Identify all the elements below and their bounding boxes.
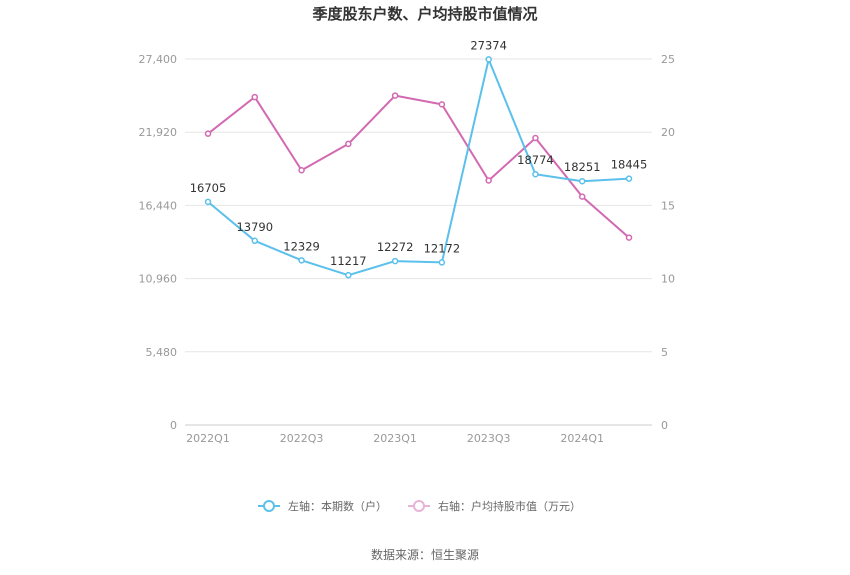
legend-item-shareholders[interactable]: 左轴：本期数（户） xyxy=(258,499,387,513)
x-tick-label: 2023Q3 xyxy=(467,432,511,445)
left-axis: 0 5,480 10,960 16,440 21,920 27,400 xyxy=(139,53,178,432)
legend-label: 左轴：本期数（户） xyxy=(288,499,387,513)
x-tick-label: 2022Q3 xyxy=(280,432,324,445)
right-tick-label: 15 xyxy=(661,199,675,212)
data-point[interactable] xyxy=(298,167,305,174)
data-point[interactable] xyxy=(204,130,212,137)
data-point[interactable] xyxy=(204,198,212,206)
series-group xyxy=(204,56,633,279)
data-point[interactable] xyxy=(251,237,259,245)
data-point[interactable] xyxy=(625,234,633,241)
legend[interactable]: 左轴：本期数（户） 右轴：户均持股市值（万元） xyxy=(258,499,581,513)
data-point[interactable] xyxy=(345,271,352,279)
data-label: 12272 xyxy=(377,240,414,254)
data-point[interactable] xyxy=(625,175,633,182)
x-tick-label: 2024Q1 xyxy=(560,432,604,445)
data-label: 27374 xyxy=(470,38,507,52)
data-label: 12329 xyxy=(283,239,320,253)
left-tick-label: 10,960 xyxy=(139,273,178,286)
data-point[interactable] xyxy=(578,193,586,200)
right-tick-label: 25 xyxy=(661,53,675,66)
data-point[interactable] xyxy=(391,257,399,265)
data-point[interactable] xyxy=(298,257,305,264)
data-point[interactable] xyxy=(438,101,446,108)
data-label: 18251 xyxy=(564,160,601,174)
legend-marker-icon xyxy=(413,500,425,512)
left-tick-label: 0 xyxy=(170,419,177,432)
data-labels: 16705 13790 12329 11217 12272 12172 27374 18774… xyxy=(190,38,648,268)
data-point[interactable] xyxy=(485,56,492,63)
data-label: 18774 xyxy=(517,153,554,167)
data-label: 16705 xyxy=(190,181,227,195)
x-tick-label: 2023Q1 xyxy=(373,432,417,445)
data-point[interactable] xyxy=(532,170,539,178)
grid-lines xyxy=(185,58,652,426)
legend-marker-icon xyxy=(263,500,275,512)
data-point[interactable] xyxy=(485,177,492,184)
left-tick-label: 27,400 xyxy=(139,53,178,66)
data-point[interactable] xyxy=(578,177,586,185)
data-point[interactable] xyxy=(438,259,446,266)
data-point[interactable] xyxy=(391,92,399,99)
data-point[interactable] xyxy=(345,140,352,148)
right-tick-label: 10 xyxy=(661,273,675,286)
data-point[interactable] xyxy=(532,134,539,142)
series-line-avg-market-value xyxy=(207,94,630,239)
data-label: 12172 xyxy=(424,241,461,255)
left-tick-label: 16,440 xyxy=(139,199,178,212)
chart-title: 季度股东户数、户均持股市值情况 xyxy=(312,5,537,23)
right-tick-label: 5 xyxy=(661,346,668,359)
right-tick-label: 20 xyxy=(661,126,675,139)
source-note: 数据来源：恒生聚源 xyxy=(371,547,479,562)
x-tick-label: 2022Q1 xyxy=(186,432,230,445)
series-line-shareholders xyxy=(207,58,630,277)
data-label: 13790 xyxy=(236,220,273,234)
legend-item-avg-market-value[interactable]: 右轴：户均持股市值（万元） xyxy=(408,499,581,513)
data-label: 11217 xyxy=(330,254,367,268)
x-axis: 2022Q1 2022Q3 2023Q1 2023Q3 2024Q1 xyxy=(186,432,604,445)
legend-label: 右轴：户均持股市值（万元） xyxy=(438,499,581,513)
data-label: 18445 xyxy=(611,158,648,172)
right-axis: 0 5 10 15 20 25 xyxy=(661,53,675,432)
left-tick-label: 5,480 xyxy=(146,346,178,359)
left-tick-label: 21,920 xyxy=(139,126,178,139)
right-tick-label: 0 xyxy=(661,419,668,432)
data-point[interactable] xyxy=(251,93,259,101)
